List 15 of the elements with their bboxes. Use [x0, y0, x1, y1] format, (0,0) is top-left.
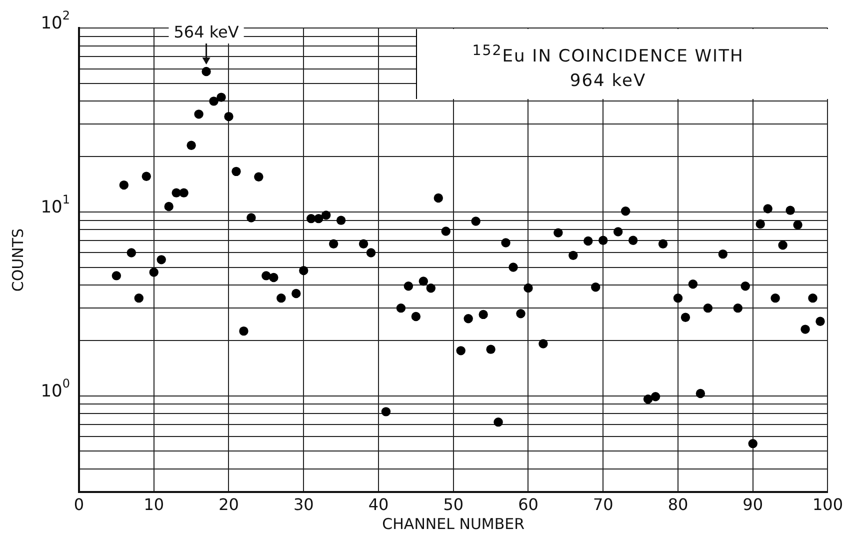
x-tick-label: 10 — [144, 494, 164, 514]
y-axis-title: COUNTS — [8, 228, 27, 292]
x-tick-label: 30 — [293, 494, 314, 514]
annotation: 564 keV — [174, 22, 239, 42]
x-tick-label: 70 — [592, 494, 614, 514]
x-tick-label: 50 — [443, 494, 464, 514]
x-axis-title: CHANNEL NUMBER — [382, 514, 525, 533]
x-tick-label: 0 — [74, 494, 84, 514]
title-panel: $^{152}$Eu IN COINCIDENCE WITH 964 keV — [416, 29, 829, 99]
x-tick-label: 20 — [218, 494, 239, 514]
x-tick-label: 60 — [518, 494, 538, 514]
x-tick-label: 40 — [368, 494, 389, 514]
x-tick-label: 100 — [812, 494, 844, 514]
x-tick-label: 80 — [668, 494, 688, 514]
x-tick-label: 90 — [742, 494, 764, 514]
